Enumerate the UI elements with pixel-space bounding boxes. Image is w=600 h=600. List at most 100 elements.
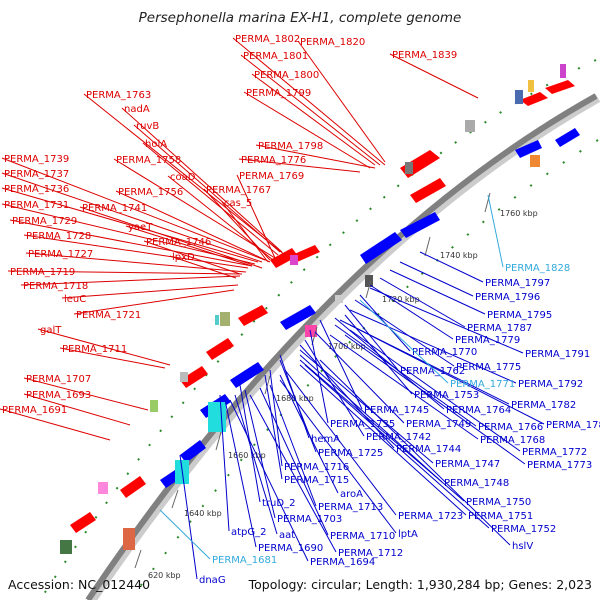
rna-gene-labels: PERMA_1828 PERMA_1771 PERMA_1681	[159, 194, 570, 566]
leader-line	[121, 107, 283, 253]
leader-line	[314, 331, 405, 424]
leader-line	[133, 124, 281, 253]
gene-label: PERMA_1801	[243, 51, 308, 62]
gene-label: PERMA_1681	[212, 555, 277, 566]
tick-label: 1640 kbp	[184, 509, 222, 518]
tick-mark	[311, 326, 318, 346]
leader-line	[1, 187, 259, 263]
reverse-feature	[180, 440, 206, 463]
leader-line	[379, 277, 466, 328]
gene-label: PERMA_1691	[2, 405, 67, 416]
tick-mark	[134, 549, 142, 569]
forward-feature	[70, 512, 96, 533]
gene-label: PERMA_1723	[398, 511, 463, 522]
gene-label: lpxD	[172, 252, 195, 263]
gene-label: hslV	[512, 541, 533, 552]
annotation-block	[150, 400, 158, 412]
gene-label: atpG_2	[231, 527, 267, 538]
leader-line	[419, 251, 484, 283]
leader-line	[1, 172, 263, 263]
annotation-block	[335, 295, 343, 303]
annotation-block	[215, 315, 219, 325]
leader-line	[113, 158, 276, 259]
gene-label: lptA	[398, 529, 418, 540]
gene-label: PERMA_1779	[455, 335, 520, 346]
gene-label: PERMA_1749	[406, 419, 471, 430]
leader-line	[299, 354, 443, 483]
leader-line	[236, 174, 276, 259]
gene-label: PERMA_1721	[76, 310, 141, 321]
leader-line	[299, 359, 465, 502]
gene-label: PERMA_1756	[118, 187, 183, 198]
gene-label: PERMA_1750	[466, 497, 531, 508]
gene-label: galT	[40, 325, 62, 336]
reverse-feature	[400, 212, 440, 238]
leader-line	[487, 194, 504, 268]
tick-mark	[215, 431, 222, 451]
gene-label: PERMA_1839	[392, 50, 457, 61]
annotation-block	[405, 162, 413, 174]
gene-label: PERMA_1764	[446, 405, 511, 416]
gc-ring-inner	[129, 139, 599, 600]
leader-line	[73, 289, 235, 315]
gene-label: aat	[279, 530, 295, 541]
annotation-block	[530, 155, 540, 167]
forward-feature	[238, 305, 268, 326]
leader-line	[25, 252, 247, 273]
gene-label: PERMA_1718	[23, 281, 88, 292]
leader-line	[1, 157, 266, 261]
leader-line	[221, 201, 269, 263]
map-title: Persephonella marina EX-H1, complete gen…	[138, 10, 462, 26]
leader-line	[329, 334, 479, 440]
forward-feature-band	[70, 80, 575, 533]
reverse-feature	[360, 232, 402, 264]
reverse-feature	[555, 128, 580, 147]
gene-label: PERMA_1797	[485, 278, 550, 289]
leader-line	[299, 364, 467, 516]
gene-label: PERMA_1787	[467, 323, 532, 334]
reverse-feature	[515, 140, 542, 158]
gene-label: dnaG	[199, 575, 226, 586]
leader-line	[259, 387, 329, 536]
tick-label: 1760 kbp	[500, 209, 538, 218]
leader-line	[359, 299, 449, 384]
gene-label: holA	[145, 139, 167, 150]
gene-label: PERMA_1800	[254, 70, 319, 81]
gene-label: PERMA_1694	[310, 557, 375, 568]
leader-line	[9, 219, 253, 267]
gene-label: PERMA_1736	[4, 184, 69, 195]
leader-line	[23, 377, 149, 411]
annotation-block	[528, 80, 534, 92]
leader-line	[299, 349, 434, 464]
leader-line	[83, 93, 286, 256]
gene-label: PERMA_1739	[4, 154, 69, 165]
annotation-block	[208, 402, 226, 432]
gene-label: PERMA_1766	[478, 422, 543, 433]
gene-label: PERMA_1707	[26, 374, 91, 385]
gene-label: yaeT	[128, 222, 153, 233]
leader-line	[344, 334, 526, 465]
gene-label: PERMA_1758	[116, 155, 181, 166]
gene-label: PERMA_1741	[82, 203, 147, 214]
annotation-block	[98, 482, 108, 494]
reverse-strand-labels: PERMA_1797 PERMA_1796 PERMA_1795 PERMA_1787…	[179, 251, 600, 586]
leader-line	[61, 284, 239, 299]
gene-label: PERMA_1802	[235, 34, 300, 45]
leader-line	[203, 188, 271, 261]
gene-label: PERMA_1796	[475, 292, 540, 303]
annotation-block	[180, 372, 188, 382]
leader-line	[334, 324, 477, 427]
annotation-block	[515, 90, 523, 104]
leader-line	[389, 269, 486, 315]
leader-line	[23, 393, 131, 426]
gene-label: PERMA_1712	[338, 548, 403, 559]
gene-label: PERMA_1715	[284, 475, 349, 486]
gene-label: PERMA_1768	[480, 435, 545, 446]
leader-line	[389, 53, 479, 99]
gene-label: PERMA_1711	[62, 344, 127, 355]
gene-label: PERMA_1729	[12, 216, 77, 227]
leader-line	[143, 240, 241, 275]
